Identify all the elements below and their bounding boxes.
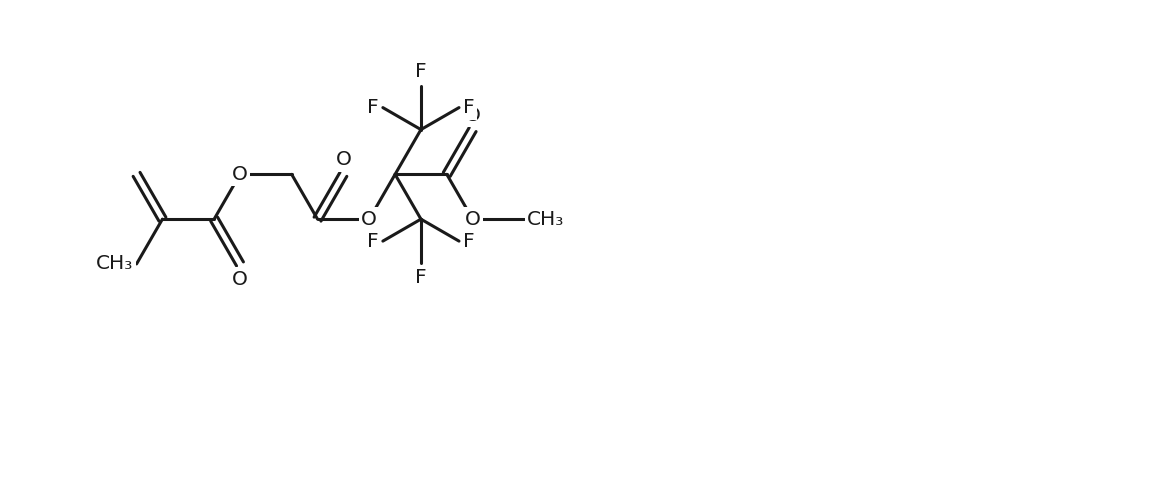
- Text: O: O: [232, 270, 248, 289]
- Text: O: O: [465, 106, 480, 124]
- Text: O: O: [336, 151, 351, 169]
- Text: CH₃: CH₃: [527, 210, 564, 228]
- Text: F: F: [415, 268, 427, 287]
- Text: O: O: [232, 165, 248, 184]
- Text: F: F: [367, 98, 379, 117]
- Text: CH₃: CH₃: [97, 255, 134, 273]
- Text: F: F: [463, 98, 475, 117]
- Text: F: F: [463, 232, 475, 251]
- Text: F: F: [415, 61, 427, 81]
- Text: O: O: [361, 210, 377, 228]
- Text: O: O: [465, 210, 480, 228]
- Text: F: F: [367, 232, 379, 251]
